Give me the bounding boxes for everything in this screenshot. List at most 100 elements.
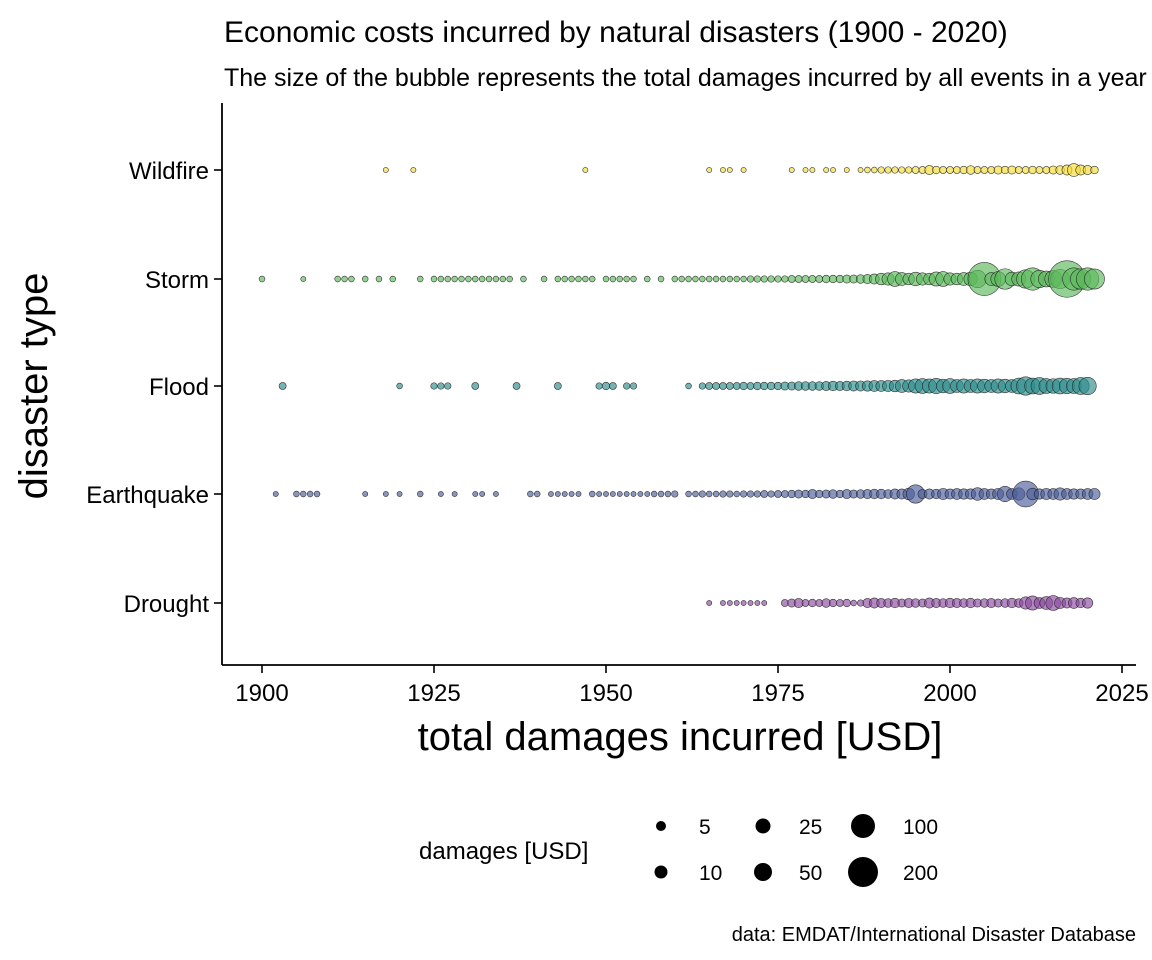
data-point	[698, 382, 706, 390]
data-point	[712, 490, 720, 498]
data-point	[540, 275, 548, 283]
data-point	[822, 274, 831, 284]
data-point	[548, 491, 554, 497]
legend-label: 100	[903, 816, 938, 839]
data-point	[396, 382, 403, 390]
data-point	[794, 275, 803, 283]
legend-items: 5 10 25 50 100 200	[654, 814, 938, 887]
data-point	[478, 275, 486, 283]
data-point	[774, 275, 782, 283]
data-source-caption: data: EMDAT/International Disaster Datab…	[732, 924, 1136, 946]
data-point	[815, 275, 824, 283]
data-point	[746, 382, 755, 390]
data-point	[396, 491, 403, 497]
data-point	[644, 275, 651, 283]
legend-item: 50	[754, 862, 822, 885]
legend-item: 10	[654, 862, 722, 885]
data-point	[410, 167, 417, 173]
data-point	[801, 599, 810, 607]
series-flood	[278, 376, 1097, 396]
data-point	[761, 600, 768, 606]
data-point	[692, 490, 699, 498]
size-legend: damages [USD] 5 10 25 50 100 200	[419, 814, 938, 887]
data-point	[740, 167, 747, 173]
data-point	[430, 382, 438, 390]
data-point	[334, 275, 341, 283]
data-point	[389, 275, 396, 283]
data-point	[472, 491, 479, 497]
data-point	[911, 166, 920, 174]
data-point	[766, 381, 776, 391]
data-point	[732, 382, 741, 390]
data-point	[300, 490, 307, 498]
legend-title: damages [USD]	[419, 838, 588, 865]
data-point	[884, 166, 892, 174]
data-point	[706, 167, 713, 173]
data-point	[657, 490, 665, 498]
data-point	[554, 491, 561, 497]
data-point	[609, 275, 617, 283]
y-tick-label: Flood	[149, 374, 209, 401]
data-point	[623, 491, 630, 497]
data-point	[739, 381, 748, 391]
data-point	[753, 381, 762, 391]
data-point	[306, 490, 314, 498]
data-point	[725, 382, 734, 390]
data-point	[278, 382, 287, 390]
data-point	[719, 490, 727, 498]
legend-item: 25	[755, 816, 822, 839]
legend-bubble	[656, 821, 666, 831]
data-point	[603, 491, 609, 497]
data-point	[582, 275, 589, 283]
data-point	[458, 275, 465, 283]
data-point	[787, 275, 796, 283]
data-point	[485, 275, 493, 283]
data-point	[609, 382, 617, 390]
data-point	[589, 490, 596, 498]
data-point	[430, 275, 438, 283]
legend-bubble	[755, 818, 771, 834]
data-point	[733, 275, 740, 283]
data-point	[781, 490, 789, 498]
data-point	[671, 490, 679, 498]
data-point	[760, 381, 769, 391]
data-point	[1007, 165, 1017, 175]
data-point	[788, 167, 795, 173]
data-point	[568, 275, 575, 283]
data-point	[375, 275, 383, 283]
data-point	[382, 167, 389, 173]
data-point	[939, 166, 947, 174]
data-point	[808, 598, 817, 608]
data-point	[809, 167, 816, 173]
data-point	[753, 275, 761, 283]
data-point	[272, 491, 279, 497]
series-wildfire	[382, 163, 1099, 177]
x-tick-label: 2000	[923, 680, 976, 707]
data-point	[444, 382, 452, 390]
data-point	[601, 381, 611, 391]
data-point	[733, 600, 740, 606]
data-point	[740, 490, 748, 498]
data-point	[417, 275, 424, 283]
data-point	[1084, 268, 1105, 290]
data-point	[582, 167, 589, 173]
legend-label: 5	[699, 816, 711, 839]
data-point	[685, 382, 692, 390]
data-point	[451, 491, 458, 497]
data-point	[692, 275, 699, 283]
data-point	[362, 275, 369, 283]
data-point	[828, 598, 838, 608]
x-tick-label: 1975	[751, 680, 804, 707]
data-point	[623, 275, 630, 283]
data-point	[506, 275, 513, 283]
data-point	[644, 491, 651, 497]
y-tick-label: Storm	[145, 267, 209, 294]
data-point	[561, 491, 568, 497]
legend-bubble	[654, 865, 668, 879]
data-point	[561, 275, 568, 283]
data-point	[671, 275, 678, 283]
y-axis-ticks: Drought Earthquake Flood Storm Wildfire	[86, 158, 222, 618]
series-storm	[258, 260, 1105, 298]
data-point	[705, 490, 713, 498]
data-point	[313, 490, 321, 498]
